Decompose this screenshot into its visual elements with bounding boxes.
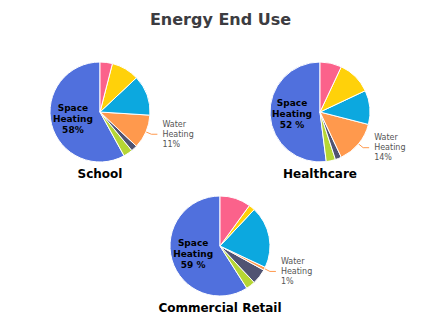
svg-text:Heating: Heating (53, 114, 93, 124)
svg-text:Healthcare: Healthcare (283, 167, 357, 181)
svg-text:Commercial Retail: Commercial Retail (158, 301, 281, 315)
svg-text:Water: Water (162, 120, 186, 129)
svg-text:Heating: Heating (374, 143, 405, 152)
svg-text:Heating: Heating (272, 109, 312, 119)
svg-text:Space: Space (277, 98, 307, 108)
svg-text:1%: 1% (281, 277, 294, 286)
svg-text:58%: 58% (62, 125, 84, 135)
svg-text:59 %: 59 % (181, 260, 206, 270)
svg-text:Space: Space (58, 103, 88, 113)
svg-text:Energy End Use: Energy End Use (150, 10, 291, 29)
svg-text:11%: 11% (162, 140, 180, 149)
svg-text:14%: 14% (374, 153, 392, 162)
svg-text:52 %: 52 % (280, 120, 305, 130)
svg-text:Space: Space (178, 238, 208, 248)
svg-text:Water: Water (281, 257, 305, 266)
svg-text:School: School (78, 167, 123, 181)
svg-text:Heating: Heating (162, 130, 193, 139)
svg-text:Heating: Heating (173, 249, 213, 259)
svg-text:Water: Water (374, 133, 398, 142)
svg-text:Heating: Heating (281, 267, 312, 276)
